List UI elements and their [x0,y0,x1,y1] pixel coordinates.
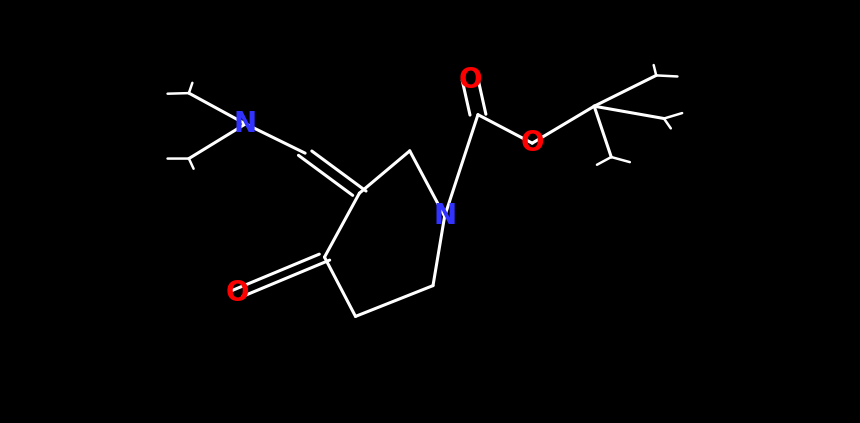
Text: O: O [520,129,544,157]
Text: N: N [433,202,456,230]
Text: O: O [458,66,482,94]
Text: O: O [226,279,249,308]
Text: N: N [234,110,257,138]
